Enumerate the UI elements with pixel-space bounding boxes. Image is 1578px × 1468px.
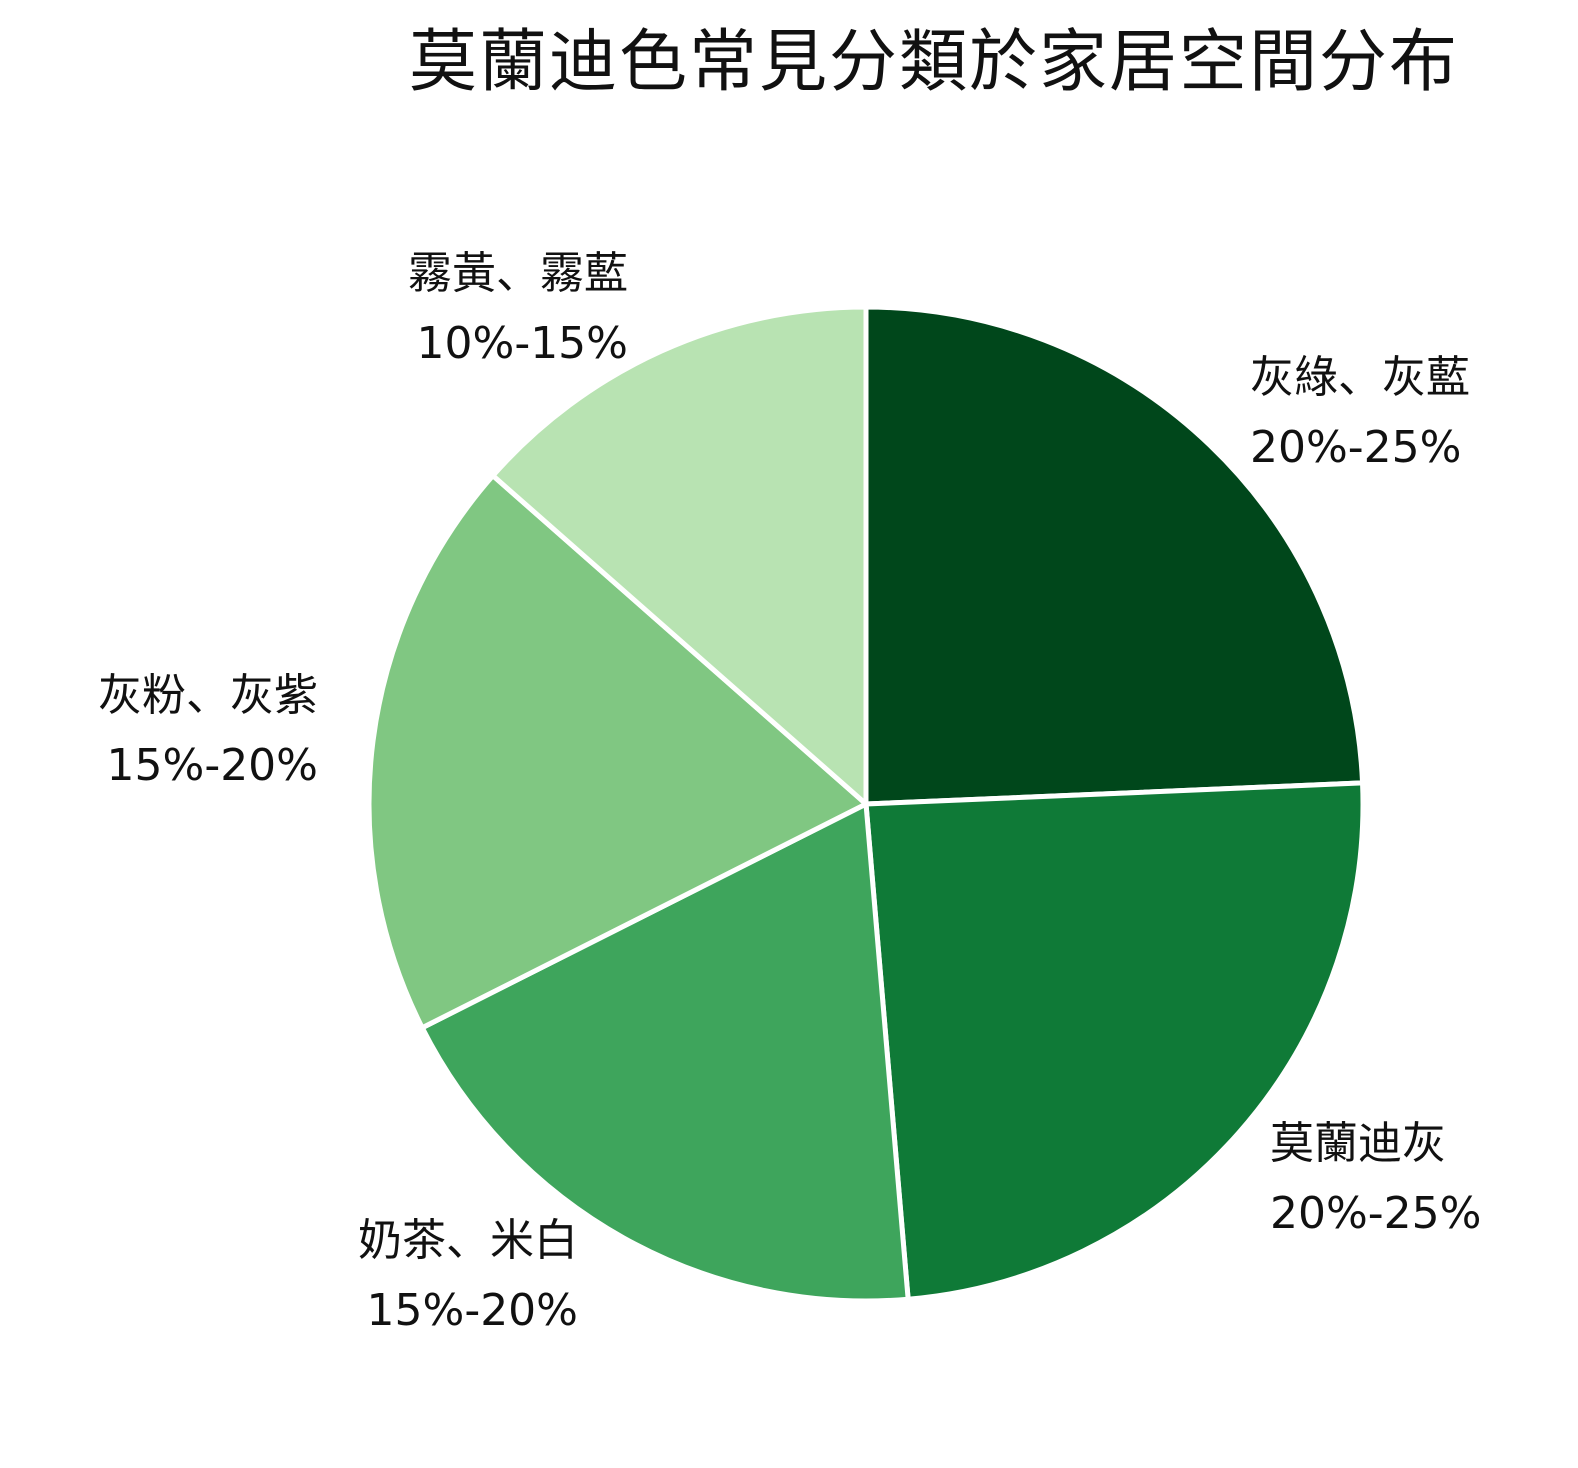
pie-labels: 灰綠、灰藍 20%-25% 莫蘭迪灰 20%-25% 奶茶、米白 15%-20% 灰粉、灰紫…: [98, 248, 1481, 1336]
pie-slice-4: [366, 473, 869, 1031]
slice-range-1: 20%-25%: [1250, 422, 1461, 473]
slice-label-5: 霧黃、霧藍: [408, 248, 628, 299]
chart-title: 莫蘭迪色常見分類於家居空間分布: [408, 23, 1459, 102]
pie-slices: [366, 304, 1366, 1304]
pie-slice-5: [490, 304, 869, 807]
slice-label-4: 灰粉、灰紫: [98, 670, 318, 721]
slice-range-3: 15%-20%: [367, 1285, 578, 1336]
slice-range-4: 15%-20%: [107, 740, 318, 791]
pie-slice-1: [863, 304, 1366, 807]
pie-slice-3: [419, 801, 911, 1304]
pie-slice-2: [863, 780, 1366, 1302]
slice-label-1: 灰綠、灰藍: [1250, 352, 1470, 403]
slice-label-2: 莫蘭迪灰: [1270, 1118, 1446, 1169]
slice-range-5: 10%-15%: [417, 318, 628, 369]
slice-label-3: 奶茶、米白: [358, 1215, 578, 1266]
slice-range-2: 20%-25%: [1270, 1188, 1481, 1239]
